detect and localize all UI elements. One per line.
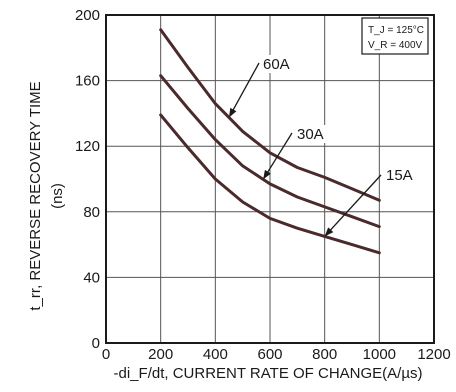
series-line-15A [159, 113, 381, 255]
y-tick-label: 120 [75, 138, 100, 155]
callout-arrowhead-30A [263, 169, 271, 180]
x-tick-label: 0 [102, 346, 110, 363]
x-tick-label: 1000 [363, 346, 396, 363]
x-tick-label: 1200 [417, 346, 450, 363]
y-tick-label: 200 [75, 7, 100, 24]
curve-callouts: 60A 30A 15A [229, 55, 421, 237]
y-tick-label: 40 [83, 269, 100, 286]
x-tick-label: 400 [203, 346, 228, 363]
condition-junction-temp: T_J = 125°C [368, 25, 424, 36]
y-tick-label: 80 [83, 204, 100, 221]
callout-arrowhead-60A [229, 107, 237, 118]
series-curves [159, 28, 381, 255]
x-tick-label: 600 [257, 346, 282, 363]
y-axis-title-main: t_rr, REVERSE RECOVERY TIME [27, 81, 44, 310]
x-axis-title: -di_F/dt, CURRENT RATE OF CHANGE(A/µs) [114, 365, 423, 382]
curve-label-60A: 60A [263, 56, 290, 73]
curve-label-15A: 15A [386, 167, 413, 184]
plot-frame [105, 14, 435, 344]
conditions-frame [361, 17, 429, 55]
y-tick-label: 0 [92, 335, 100, 352]
callout-leader-30A [265, 132, 293, 175]
series-line-60A [159, 28, 381, 202]
curve-label-bg [294, 125, 332, 143]
y-axis-title: t_rr, REVERSE RECOVERY TIME (ns) [27, 81, 66, 310]
callout-arrowhead-15A [324, 227, 334, 237]
curve-label-bg [383, 166, 421, 184]
x-tick-label: 800 [312, 346, 337, 363]
x-tick-label: 200 [148, 346, 173, 363]
tick-labels: 0 200 400 600 800 1000 1200 0 40 80 120 160 200 [75, 7, 451, 363]
y-tick-label: 160 [75, 73, 100, 90]
callout-leader-60A [231, 62, 260, 113]
condition-reverse-voltage: V_R = 400V [368, 40, 423, 51]
curve-label-bg [260, 55, 298, 73]
callout-leader-15A [328, 174, 382, 233]
series-line-30A [159, 74, 381, 229]
conditions-box: T_J = 125°C V_R = 400V [361, 17, 429, 55]
curve-label-30A: 30A [297, 126, 324, 143]
y-axis-title-unit: (ns) [49, 183, 66, 209]
